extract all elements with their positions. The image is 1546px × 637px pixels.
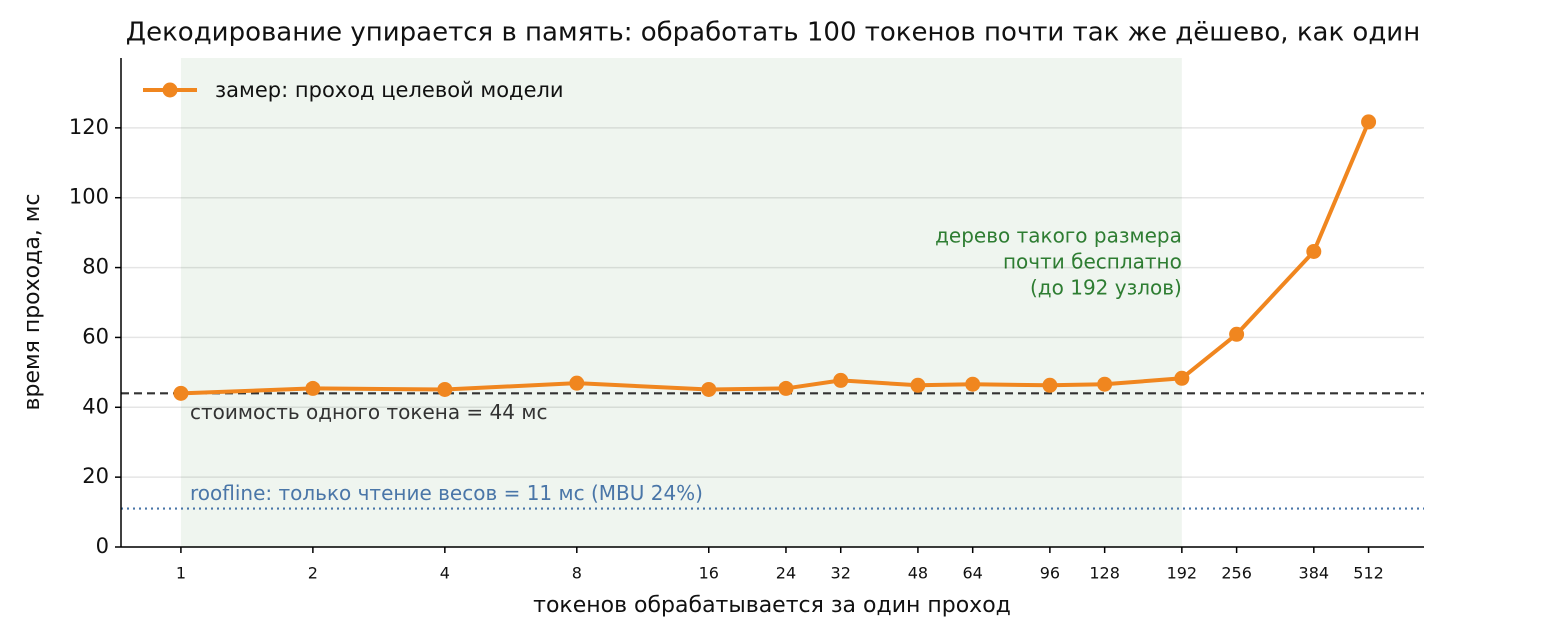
span-annotation: (до 192 узлов) <box>1030 276 1182 300</box>
x-tick-label: 2 <box>308 564 318 583</box>
legend-label: замер: проход целевой модели <box>215 78 564 102</box>
y-axis-label: время прохода, мс <box>20 194 45 411</box>
y-tick-label: 120 <box>69 115 109 139</box>
x-tick-label: 192 <box>1167 564 1198 583</box>
x-tick-label: 4 <box>440 564 450 583</box>
data-point <box>1042 377 1058 393</box>
data-point <box>173 385 189 401</box>
x-tick-label: 512 <box>1353 564 1384 583</box>
data-point <box>569 375 585 391</box>
x-tick-label: 128 <box>1089 564 1120 583</box>
data-point <box>1361 114 1377 130</box>
y-tick-label: 20 <box>82 464 109 488</box>
x-tick-label: 32 <box>831 564 851 583</box>
span-annotation: почти бесплатно <box>1003 250 1182 274</box>
data-point <box>1097 376 1113 392</box>
y-tick-label: 100 <box>69 185 109 209</box>
x-tick-label: 64 <box>963 564 983 583</box>
chart-title: Декодирование упирается в память: обрабо… <box>126 18 1420 48</box>
x-tick-label: 1 <box>176 564 186 583</box>
data-point <box>910 377 926 393</box>
data-point <box>778 380 794 396</box>
reference-label: стоимость одного токена = 44 мс <box>190 400 547 424</box>
x-tick-label: 8 <box>572 564 582 583</box>
data-point <box>1306 244 1322 260</box>
x-axis-label: токенов обрабатывается за один проход <box>533 593 1011 618</box>
data-point <box>833 372 849 388</box>
data-point <box>965 376 981 392</box>
y-tick-label: 40 <box>82 394 109 418</box>
x-tick-label: 384 <box>1299 564 1330 583</box>
span-annotation: дерево такого размера <box>935 224 1182 248</box>
data-point <box>1174 370 1190 386</box>
x-tick-label: 96 <box>1040 564 1060 583</box>
x-tick-label: 16 <box>699 564 719 583</box>
data-point <box>701 381 717 397</box>
y-tick-label: 80 <box>82 255 109 279</box>
legend-marker <box>162 82 178 98</box>
x-tick-label: 48 <box>908 564 928 583</box>
y-tick-label: 0 <box>96 534 109 558</box>
x-tick-label: 24 <box>776 564 796 583</box>
data-point <box>1229 326 1245 342</box>
reference-label: roofline: только чтение весов = 11 мс (M… <box>190 481 703 505</box>
data-point <box>437 381 453 397</box>
y-tick-label: 60 <box>82 324 109 348</box>
data-point <box>305 380 321 396</box>
x-tick-label: 256 <box>1221 564 1252 583</box>
highlight-span <box>180 58 1182 547</box>
